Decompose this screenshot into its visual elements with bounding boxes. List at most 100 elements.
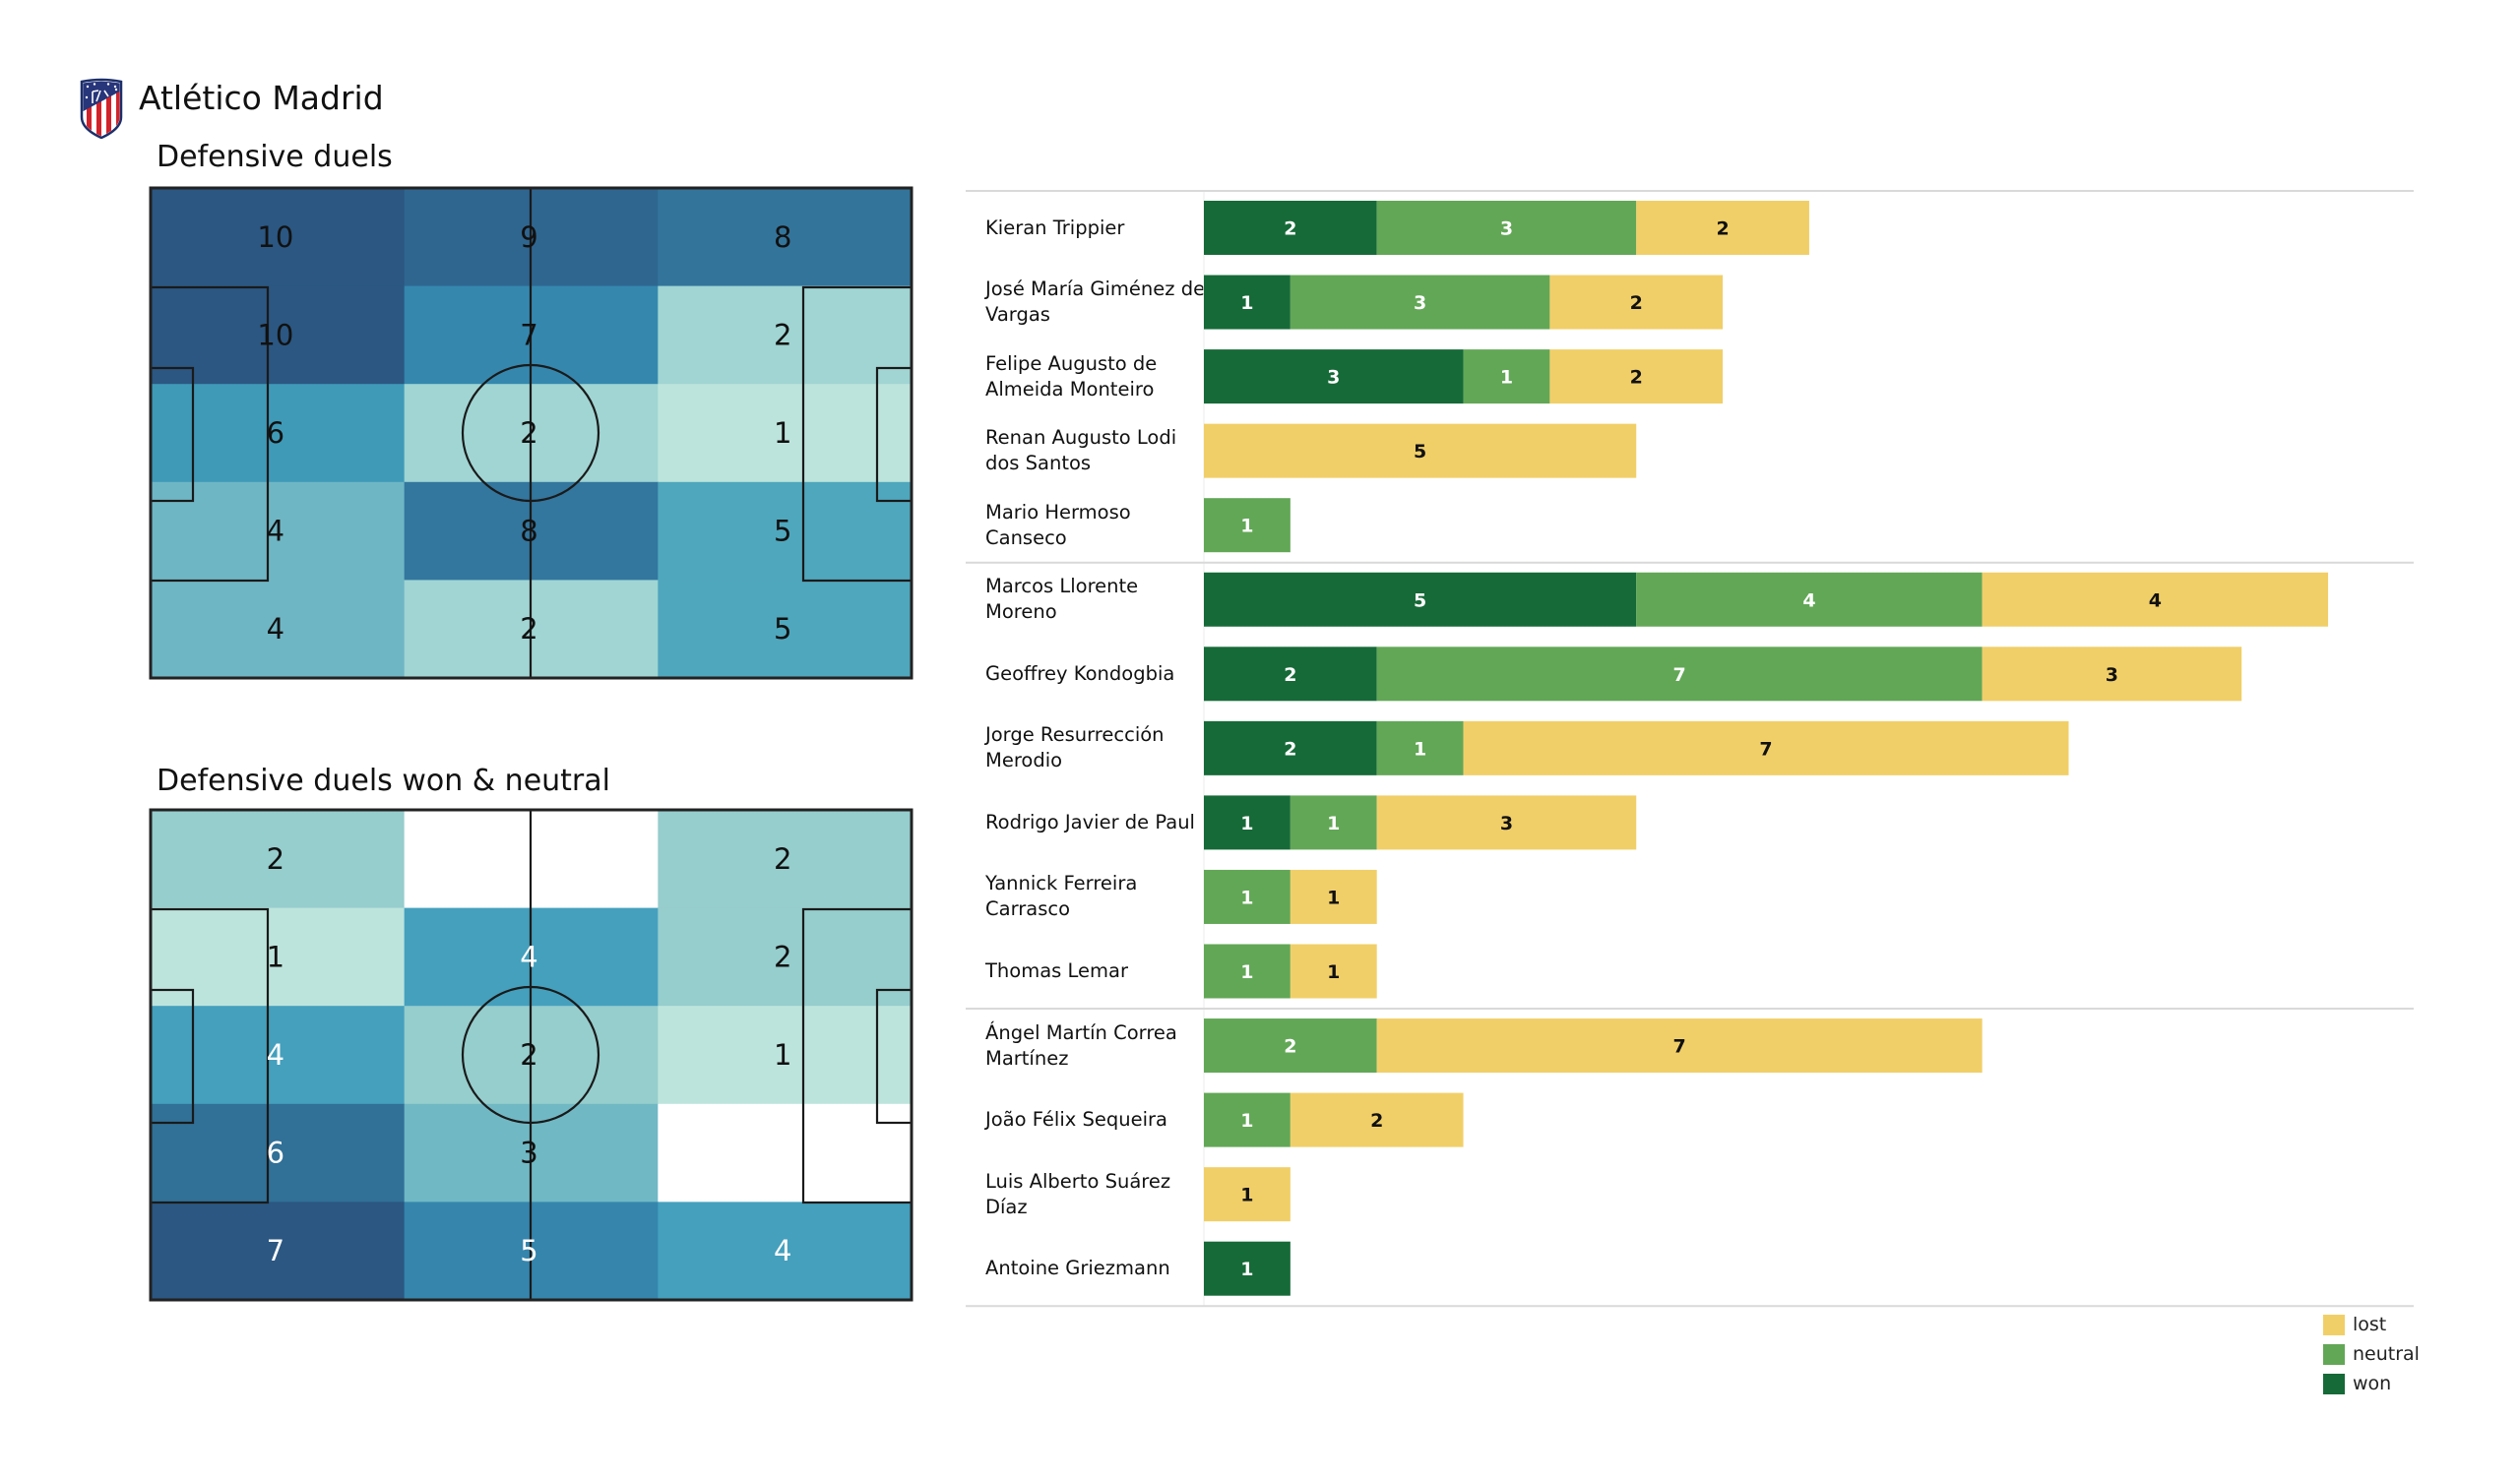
heatmap-cell-label: 5 [774, 612, 791, 646]
bar-segment-label: 4 [1802, 589, 1815, 611]
centre-circle [461, 985, 600, 1125]
player-label-line: Canseco [985, 525, 1067, 549]
player-label: Mario Hermoso Canseco [985, 500, 1207, 551]
bar-segment-label: 7 [1759, 738, 1772, 760]
heatmap-cell-label: 6 [267, 416, 284, 450]
heatmap-cell-label: 4 [520, 940, 537, 973]
player-label-line: Ángel Martín Correa [985, 1020, 1177, 1044]
heatmap-svg-won-neutral: 2 2 1 4 2 4 2 1 6 3 7 5 4 [149, 808, 914, 1302]
bar-segment-lost [1290, 1092, 1464, 1147]
heatmap-cell [658, 384, 913, 483]
heatmap-defensive-duels: 10 9 8 10 7 2 6 2 1 4 8 5 4 2 5 [149, 186, 914, 680]
heatmap-cell [151, 810, 406, 909]
bar-segment-label: 5 [1414, 589, 1426, 611]
heatmap-cell-label: 10 [257, 220, 293, 254]
heatmap-cell-label: 2 [774, 842, 791, 876]
bar-segment-neutral [1376, 647, 1983, 702]
bar-segment-neutral [1204, 944, 1291, 999]
heatmap-cell [658, 580, 913, 679]
player-label-line: João Félix Sequeira [985, 1108, 1167, 1132]
heatmap-cell-label: 1 [774, 1038, 791, 1072]
heatmap-cell-label: 7 [267, 1234, 284, 1267]
bar-segment-lost [1463, 720, 2069, 775]
player-label-line: Renan Augusto Lodi [985, 426, 1177, 450]
heatmap-cell-label: 9 [520, 220, 537, 254]
bar-segment-label: 1 [1240, 1110, 1253, 1132]
bar-segment-neutral [1376, 720, 1464, 775]
player-label: Geoffrey Kondogbia [985, 661, 1207, 687]
heatmap-cell [658, 907, 913, 1007]
heatmap-cell [658, 481, 913, 581]
atletico-madrid-crest-icon [80, 78, 123, 139]
player-label-line: Felipe Augusto de [985, 351, 1158, 375]
pitch-markings [149, 186, 914, 680]
bar-segment-lost [1290, 869, 1377, 924]
bar-segment-neutral [1290, 275, 1550, 330]
player-label-line: Marcos Llorente [985, 575, 1139, 598]
bar-segment-label: 2 [1284, 738, 1296, 760]
legend-swatch-neutral [2323, 1343, 2345, 1365]
bar-segment-lost [1204, 423, 1637, 478]
player-label-line: Almeida Monteiro [985, 377, 1155, 401]
bar-segment-label: 3 [1500, 218, 1513, 240]
bar-segment-label: 2 [1630, 292, 1643, 314]
bar-segment-won [1204, 795, 1291, 850]
bar-segment-lost [1636, 201, 1809, 255]
player-label-line: Geoffrey Kondogbia [985, 661, 1175, 685]
team-title: Atlético Madrid [139, 79, 384, 117]
legend-swatch-won [2323, 1373, 2345, 1394]
bar-segment-won [1204, 647, 1377, 702]
bar-segment-label: 1 [1327, 887, 1340, 908]
player-label-line: Thomas Lemar [985, 959, 1128, 982]
bar-segment-neutral [1204, 498, 1291, 553]
player-label: Renan Augusto Lodi dos Santos [985, 425, 1207, 476]
bar-segment-label: 2 [1716, 218, 1729, 240]
bar-segment-lost [1204, 1167, 1291, 1222]
bar-segment-lost [1549, 349, 1724, 404]
bar-segment-neutral [1204, 1018, 1377, 1074]
bar-segment-lost [1290, 944, 1377, 999]
bar-segment-label: 2 [1284, 1036, 1296, 1058]
legend-item-won: won [2323, 1373, 2391, 1394]
player-label: Kieran Trippier [985, 216, 1207, 241]
player-label-line: Rodrigo Javier de Paul [985, 810, 1195, 833]
heatmap-cell-label: 4 [267, 612, 284, 646]
heatmap-cell [658, 188, 913, 287]
legend-item-lost: lost [2323, 1314, 2386, 1335]
heatmap-cell-label: 2 [774, 940, 791, 973]
player-label: Thomas Lemar [985, 958, 1207, 984]
heatmap-cell-label: 7 [520, 318, 537, 351]
bar-segment-lost [1982, 572, 2329, 627]
player-label-line: Martínez [985, 1046, 1069, 1070]
player-label-line: Luis Alberto Suárez [985, 1169, 1171, 1193]
heatmap-cell-label: 3 [520, 1137, 537, 1170]
heatmap-title-won-neutral: Defensive duels won & neutral [157, 764, 610, 798]
bar-segment-lost [1376, 1018, 1983, 1074]
bar-segment-lost [1549, 275, 1724, 330]
player-label: Felipe Augusto de Almeida Monteiro [985, 351, 1207, 402]
heatmap-cell-label: 5 [520, 1234, 537, 1267]
bar-segment-label: 1 [1500, 367, 1513, 389]
player-label: João Félix Sequeira [985, 1107, 1207, 1133]
bar-segment-lost [1376, 795, 1637, 850]
legend-label-won: won [2353, 1373, 2392, 1394]
bar-segment-label: 3 [1500, 813, 1513, 834]
heatmap-svg-defensive-duels: 10 9 8 10 7 2 6 2 1 4 8 5 4 2 5 [149, 186, 914, 680]
player-label: Jorge Resurrección Merodio [985, 722, 1207, 773]
bar-segment-won [1204, 349, 1464, 404]
heatmap-cell-label: 5 [774, 515, 791, 548]
heatmap-cell [151, 1202, 406, 1301]
heatmap-defensive-duels-won-neutral: 2 2 1 4 2 4 2 1 6 3 7 5 4 [149, 808, 914, 1302]
bar-segment-neutral [1463, 349, 1550, 404]
bar-segment-neutral [1204, 869, 1291, 924]
bar-segment-won [1204, 1241, 1291, 1296]
heatmap-cell-label: 2 [774, 318, 791, 351]
heatmap-title-defensive-duels: Defensive duels [157, 140, 393, 174]
bar-segment-label: 4 [2149, 589, 2162, 611]
heatmap-cell-label: 2 [520, 1038, 537, 1072]
heatmap-cell [658, 1202, 913, 1301]
player-label-line: Moreno [985, 600, 1057, 624]
bar-segment-label: 1 [1327, 961, 1340, 983]
heatmap-cell-label: 10 [257, 318, 293, 351]
